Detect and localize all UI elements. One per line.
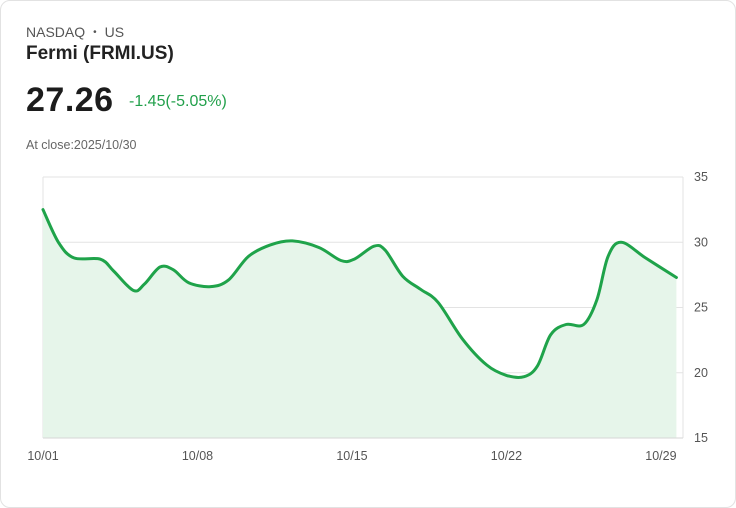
x-tick-label: 10/15 <box>336 449 367 463</box>
price-change: -1.45(-5.05%) <box>129 93 227 110</box>
close-timestamp: At close:2025/10/30 <box>26 138 137 152</box>
exchange-row: NASDAQ • US <box>26 24 124 40</box>
price-area-fill <box>43 209 677 438</box>
y-tick-label: 15 <box>694 431 708 445</box>
separator-dot: • <box>93 26 97 38</box>
stock-name: Fermi (FRMI.US) <box>26 43 174 64</box>
current-price: 27.26 <box>26 81 114 119</box>
y-tick-label: 30 <box>694 235 708 249</box>
x-tick-label: 10/22 <box>491 449 522 463</box>
country-label: US <box>104 24 125 40</box>
price-line <box>41 208 678 379</box>
y-tick-label: 35 <box>694 170 708 184</box>
y-tick-label: 20 <box>694 366 708 380</box>
x-tick-label: 10/08 <box>182 449 213 463</box>
x-tick-label: 10/01 <box>27 449 58 463</box>
y-tick-label: 25 <box>694 301 708 315</box>
x-tick-label: 10/29 <box>645 449 676 463</box>
exchange-label: NASDAQ <box>26 24 86 40</box>
